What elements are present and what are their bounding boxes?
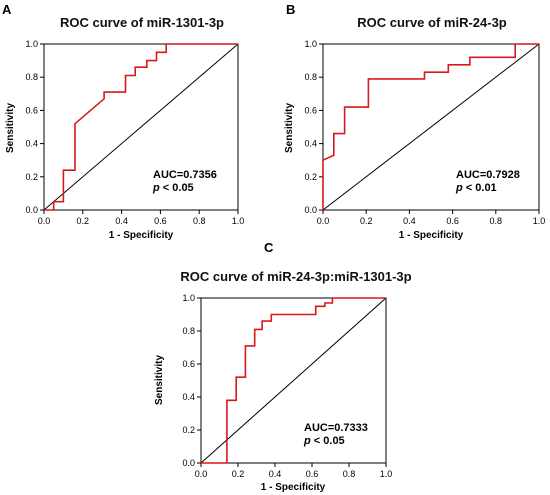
x-tick-label: 0.6 bbox=[154, 216, 167, 226]
roc-curve bbox=[322, 43, 539, 210]
p-value: < 0.05 bbox=[160, 182, 194, 194]
x-tick-label: 1.0 bbox=[533, 216, 546, 226]
reference-diagonal bbox=[43, 43, 239, 211]
plot-frame bbox=[322, 43, 540, 211]
p-value-annotation: p < 0.05 bbox=[303, 435, 345, 447]
p-symbol: p bbox=[152, 182, 160, 194]
x-tick-label: 0.8 bbox=[343, 469, 356, 479]
panel-b: B ROC curve of miR-24-3p 0.0 0.2 0.4 0.6 0.8… bbox=[284, 2, 545, 241]
roc-curve-group bbox=[201, 297, 386, 464]
panel-label: C bbox=[264, 240, 274, 255]
y-axis-label: Sensitivity bbox=[5, 103, 16, 153]
x-axis-ticks: 0.0 0.2 0.4 0.6 0.8 1.0 bbox=[38, 210, 245, 226]
x-axis-label: 1 - Specificity bbox=[109, 230, 174, 241]
reference-diagonal-group bbox=[322, 43, 540, 211]
x-tick-label: 1.0 bbox=[232, 216, 245, 226]
reference-diagonal-group bbox=[200, 297, 387, 464]
x-axis-label: 1 - Specificity bbox=[399, 230, 464, 241]
p-value: < 0.01 bbox=[463, 182, 497, 194]
x-tick-label: 0.4 bbox=[403, 216, 416, 226]
auc-annotation: AUC=0.7356 bbox=[153, 169, 217, 181]
auc-annotation: AUC=0.7928 bbox=[456, 169, 520, 181]
panel-c: C ROC curve of miR-24-3p:miR-1301-3p 0.0… bbox=[154, 240, 412, 493]
p-value-annotation: p < 0.05 bbox=[152, 182, 194, 194]
plot-frame bbox=[200, 297, 387, 464]
p-value-annotation: p < 0.01 bbox=[455, 182, 497, 194]
y-axis-label: Sensitivity bbox=[284, 103, 295, 153]
y-tick-label: 0.6 bbox=[25, 105, 38, 115]
y-tick-label: 0.4 bbox=[304, 139, 317, 149]
y-axis-ticks: 0.0 0.2 0.4 0.6 0.8 1.0 bbox=[304, 39, 323, 215]
y-tick-label: 1.0 bbox=[182, 293, 195, 303]
y-tick-label: 0.8 bbox=[182, 326, 195, 336]
x-axis-label: 1 - Specificity bbox=[261, 482, 326, 493]
x-axis-ticks: 0.0 0.2 0.4 0.6 0.8 1.0 bbox=[195, 463, 393, 479]
p-symbol: p bbox=[455, 182, 463, 194]
x-tick-label: 0.8 bbox=[490, 216, 503, 226]
chart-title: ROC curve of miR-24-3p:miR-1301-3p bbox=[180, 269, 411, 284]
auc-annotation: AUC=0.7333 bbox=[304, 422, 368, 434]
x-tick-label: 0.2 bbox=[77, 216, 90, 226]
y-axis-label: Sensitivity bbox=[154, 355, 165, 405]
x-tick-label: 0.0 bbox=[317, 216, 330, 226]
x-tick-label: 1.0 bbox=[380, 469, 393, 479]
reference-diagonal-group bbox=[43, 43, 239, 211]
x-tick-label: 0.0 bbox=[195, 469, 208, 479]
y-tick-label: 0.2 bbox=[182, 425, 195, 435]
x-axis-ticks: 0.0 0.2 0.4 0.6 0.8 1.0 bbox=[317, 210, 546, 226]
y-tick-label: 0.2 bbox=[25, 172, 38, 182]
x-tick-label: 0.6 bbox=[306, 469, 319, 479]
y-tick-label: 1.0 bbox=[25, 39, 38, 49]
y-tick-label: 0.4 bbox=[25, 139, 38, 149]
y-tick-label: 0.0 bbox=[304, 205, 317, 215]
x-tick-label: 0.6 bbox=[446, 216, 459, 226]
chart-title: ROC curve of miR-24-3p bbox=[357, 15, 507, 30]
reference-diagonal bbox=[200, 297, 387, 464]
chart-title: ROC curve of miR-1301-3p bbox=[60, 15, 224, 30]
x-tick-label: 0.2 bbox=[360, 216, 373, 226]
y-tick-label: 0.8 bbox=[25, 72, 38, 82]
y-tick-label: 0.4 bbox=[182, 392, 195, 402]
x-tick-label: 0.8 bbox=[193, 216, 206, 226]
p-symbol: p bbox=[303, 435, 311, 447]
panel-label: B bbox=[286, 2, 295, 17]
y-tick-label: 0.8 bbox=[304, 72, 317, 82]
y-tick-label: 0.2 bbox=[304, 172, 317, 182]
plot-frame bbox=[43, 43, 239, 211]
roc-curve-group bbox=[44, 43, 238, 211]
x-tick-label: 0.0 bbox=[38, 216, 51, 226]
y-tick-label: 0.0 bbox=[25, 205, 38, 215]
panel-a: A ROC curve of miR-1301-3p 0.0 0.2 0.4 0.6 0… bbox=[2, 2, 244, 241]
reference-diagonal bbox=[322, 43, 540, 211]
p-value: < 0.05 bbox=[311, 435, 345, 447]
x-tick-label: 0.2 bbox=[232, 469, 245, 479]
x-tick-label: 0.4 bbox=[115, 216, 128, 226]
y-axis-ticks: 0.0 0.2 0.4 0.6 0.8 1.0 bbox=[182, 293, 201, 468]
roc-curve-group bbox=[322, 43, 539, 210]
roc-curve bbox=[201, 297, 386, 464]
y-tick-label: 0.0 bbox=[182, 458, 195, 468]
panel-label: A bbox=[2, 2, 12, 17]
x-tick-label: 0.4 bbox=[269, 469, 282, 479]
y-tick-label: 1.0 bbox=[304, 39, 317, 49]
roc-curve bbox=[44, 43, 238, 211]
y-tick-label: 0.6 bbox=[304, 105, 317, 115]
y-tick-label: 0.6 bbox=[182, 359, 195, 369]
y-axis-ticks: 0.0 0.2 0.4 0.6 0.8 1.0 bbox=[25, 39, 44, 215]
